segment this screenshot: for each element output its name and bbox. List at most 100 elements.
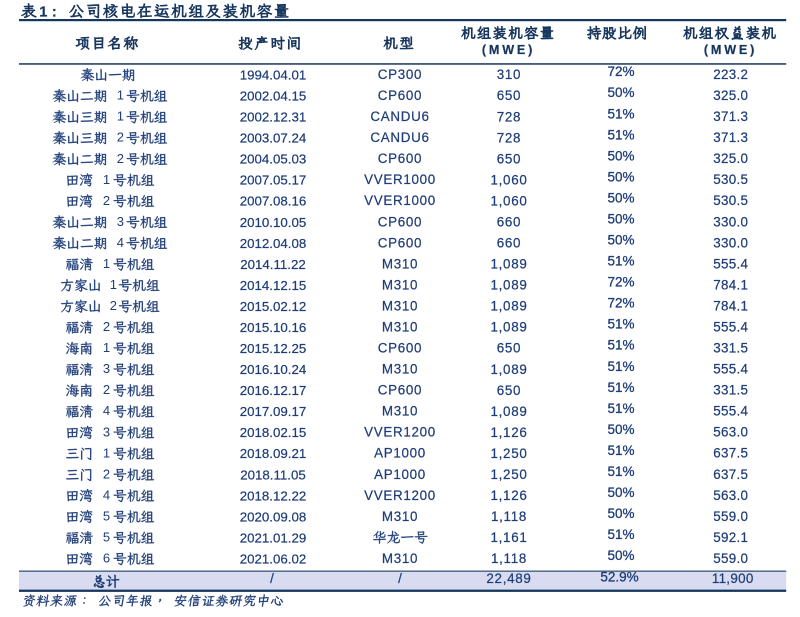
- svg-text:2: 2: [103, 319, 110, 334]
- svg-text:VVER1000: VVER1000: [364, 193, 436, 208]
- svg-text:1,126: 1,126: [490, 488, 527, 503]
- svg-text:2: 2: [110, 298, 117, 313]
- svg-text:22,489: 22,489: [486, 571, 531, 586]
- svg-text:2016.10.24: 2016.10.24: [240, 362, 307, 377]
- svg-text:51%: 51%: [607, 380, 634, 395]
- svg-text:51%: 51%: [607, 464, 634, 479]
- svg-text:559.0: 559.0: [713, 509, 748, 524]
- svg-text:4: 4: [117, 235, 124, 250]
- svg-text:72%: 72%: [607, 296, 634, 311]
- svg-text:51%: 51%: [607, 527, 634, 542]
- svg-text:2002.12.31: 2002.12.31: [240, 110, 307, 125]
- svg-text:530.5: 530.5: [713, 193, 748, 208]
- svg-text:(MWE): (MWE): [482, 43, 535, 57]
- svg-text:1,250: 1,250: [490, 446, 527, 461]
- svg-text:2018.09.21: 2018.09.21: [240, 446, 307, 461]
- svg-text:2: 2: [117, 130, 124, 145]
- svg-text:784.1: 784.1: [713, 298, 748, 313]
- svg-text:AP1000: AP1000: [374, 446, 426, 461]
- svg-text:1,089: 1,089: [490, 362, 527, 377]
- svg-text:555.4: 555.4: [713, 404, 748, 419]
- svg-text:728: 728: [497, 109, 521, 124]
- svg-text:2021.01.29: 2021.01.29: [240, 530, 307, 545]
- svg-text:650: 650: [497, 151, 521, 166]
- svg-text:50%: 50%: [607, 422, 634, 437]
- svg-text:50%: 50%: [607, 85, 634, 100]
- svg-text:2003.07.24: 2003.07.24: [240, 131, 307, 146]
- svg-text:3: 3: [117, 214, 124, 229]
- svg-text:2016.12.17: 2016.12.17: [240, 383, 307, 398]
- svg-text:330.0: 330.0: [713, 235, 748, 250]
- svg-text:M310: M310: [382, 551, 418, 566]
- svg-text:1,089: 1,089: [490, 404, 527, 419]
- svg-text:660: 660: [497, 215, 521, 230]
- svg-text:50%: 50%: [607, 169, 634, 184]
- svg-text:2015.02.12: 2015.02.12: [240, 299, 307, 314]
- svg-text:1,089: 1,089: [490, 257, 527, 272]
- svg-text:2021.06.02: 2021.06.02: [240, 551, 307, 566]
- svg-text:50%: 50%: [607, 190, 634, 205]
- svg-text:1,118: 1,118: [491, 551, 527, 566]
- svg-text:51%: 51%: [607, 443, 634, 458]
- svg-text:3: 3: [103, 424, 110, 439]
- svg-text:50%: 50%: [607, 148, 634, 163]
- svg-text::: :: [52, 4, 57, 20]
- svg-text:11,900: 11,900: [712, 571, 754, 586]
- svg-text:CANDU6: CANDU6: [370, 130, 429, 145]
- svg-text:555.4: 555.4: [713, 256, 748, 271]
- svg-text:VVER1200: VVER1200: [364, 425, 436, 440]
- svg-text:52.9%: 52.9%: [600, 569, 638, 584]
- svg-text:51%: 51%: [607, 338, 634, 353]
- svg-text:1: 1: [39, 4, 47, 20]
- svg-text:72%: 72%: [607, 275, 634, 290]
- svg-text:592.1: 592.1: [713, 530, 748, 545]
- svg-text:331.5: 331.5: [713, 341, 748, 356]
- svg-text:4: 4: [103, 403, 110, 418]
- svg-text:1: 1: [110, 277, 117, 292]
- svg-text:1,118: 1,118: [491, 509, 527, 524]
- svg-text:50%: 50%: [607, 485, 634, 500]
- svg-text:2010.10.05: 2010.10.05: [240, 215, 307, 230]
- svg-text:555.4: 555.4: [713, 362, 748, 377]
- svg-text:1: 1: [117, 109, 124, 124]
- svg-text:650: 650: [497, 341, 521, 356]
- svg-text:M310: M310: [382, 277, 418, 292]
- svg-text:M310: M310: [382, 509, 418, 524]
- svg-text:50%: 50%: [607, 233, 634, 248]
- svg-text:1,089: 1,089: [490, 299, 527, 314]
- svg-text:5: 5: [103, 530, 110, 545]
- svg-text:637.5: 637.5: [713, 467, 748, 482]
- svg-text:VVER1200: VVER1200: [364, 488, 436, 503]
- svg-text:CP600: CP600: [378, 383, 422, 398]
- svg-text:1,126: 1,126: [490, 425, 527, 440]
- svg-text:1: 1: [103, 172, 110, 187]
- svg-text:2017.09.17: 2017.09.17: [240, 404, 307, 419]
- svg-text:1,250: 1,250: [490, 467, 527, 482]
- svg-text:1,089: 1,089: [490, 278, 527, 293]
- svg-text:2: 2: [117, 151, 124, 166]
- svg-text:2015.10.16: 2015.10.16: [240, 320, 307, 335]
- svg-text:6: 6: [103, 551, 110, 566]
- svg-text:559.0: 559.0: [713, 551, 748, 566]
- svg-text:371.3: 371.3: [713, 130, 748, 145]
- svg-text:50%: 50%: [607, 506, 634, 521]
- svg-text:51%: 51%: [607, 106, 634, 121]
- svg-text:331.5: 331.5: [713, 383, 748, 398]
- svg-text:4: 4: [103, 487, 110, 502]
- svg-text:660: 660: [497, 236, 521, 251]
- svg-text:330.0: 330.0: [713, 214, 748, 229]
- svg-text:AP1000: AP1000: [374, 467, 426, 482]
- svg-text:2015.12.25: 2015.12.25: [240, 341, 307, 356]
- svg-text:728: 728: [497, 130, 521, 145]
- svg-text:50%: 50%: [607, 212, 634, 227]
- svg-text:3: 3: [103, 361, 110, 376]
- svg-text:650: 650: [497, 88, 521, 103]
- svg-text:310: 310: [497, 67, 521, 82]
- svg-text:1: 1: [117, 88, 124, 103]
- svg-text:1: 1: [103, 256, 110, 271]
- svg-text:51%: 51%: [607, 254, 634, 269]
- svg-text:2: 2: [103, 466, 110, 481]
- svg-text:M310: M310: [382, 320, 418, 335]
- svg-text:5: 5: [103, 508, 110, 523]
- svg-text:51%: 51%: [607, 317, 634, 332]
